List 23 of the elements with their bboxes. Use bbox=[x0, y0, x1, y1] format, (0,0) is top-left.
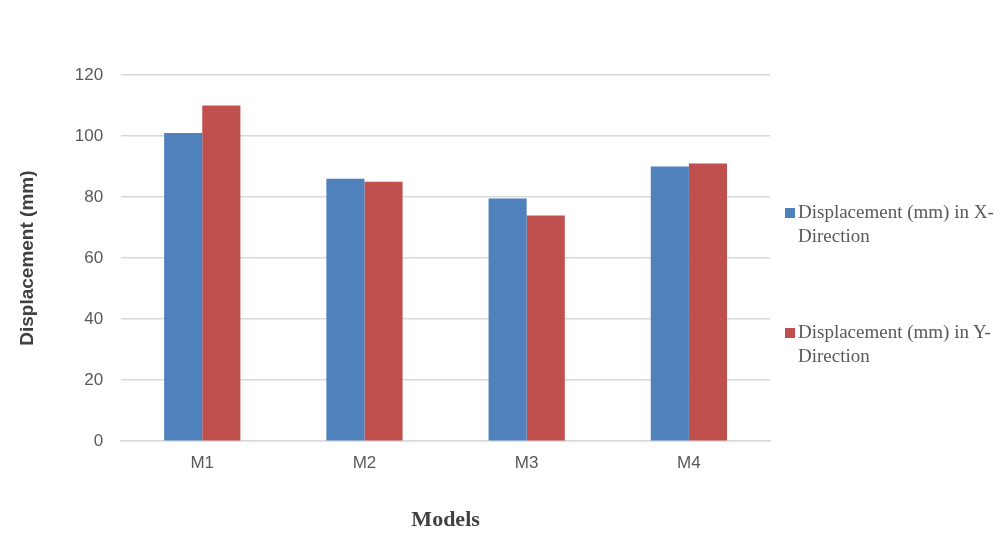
bar bbox=[488, 198, 527, 441]
bar bbox=[688, 163, 728, 441]
bar bbox=[526, 215, 565, 441]
bar bbox=[164, 132, 203, 441]
y-tick-label: 120 bbox=[74, 64, 104, 84]
legend-label: Displacement (mm) in X-Direction bbox=[798, 200, 995, 248]
x-tick-label: M2 bbox=[352, 453, 377, 473]
y-tick-label: 100 bbox=[74, 125, 104, 145]
y-tick-label: 40 bbox=[84, 308, 104, 328]
y-axis-title: Displacement (mm) bbox=[15, 170, 37, 346]
y-tick-label: 60 bbox=[84, 247, 104, 267]
bar bbox=[326, 178, 365, 441]
x-tick-label: M4 bbox=[677, 453, 701, 473]
x-axis-title: Models bbox=[411, 506, 481, 532]
y-tick-label: 0 bbox=[93, 430, 104, 450]
bar bbox=[202, 105, 241, 441]
legend-label: Displacement (mm) in Y-Direction bbox=[798, 320, 992, 368]
bar bbox=[364, 181, 403, 441]
x-tick-label: M3 bbox=[514, 453, 539, 473]
y-tick-label: 80 bbox=[84, 186, 104, 206]
x-tick-label: M1 bbox=[190, 453, 215, 473]
y-tick-label: 20 bbox=[84, 369, 104, 389]
bar bbox=[650, 166, 689, 441]
